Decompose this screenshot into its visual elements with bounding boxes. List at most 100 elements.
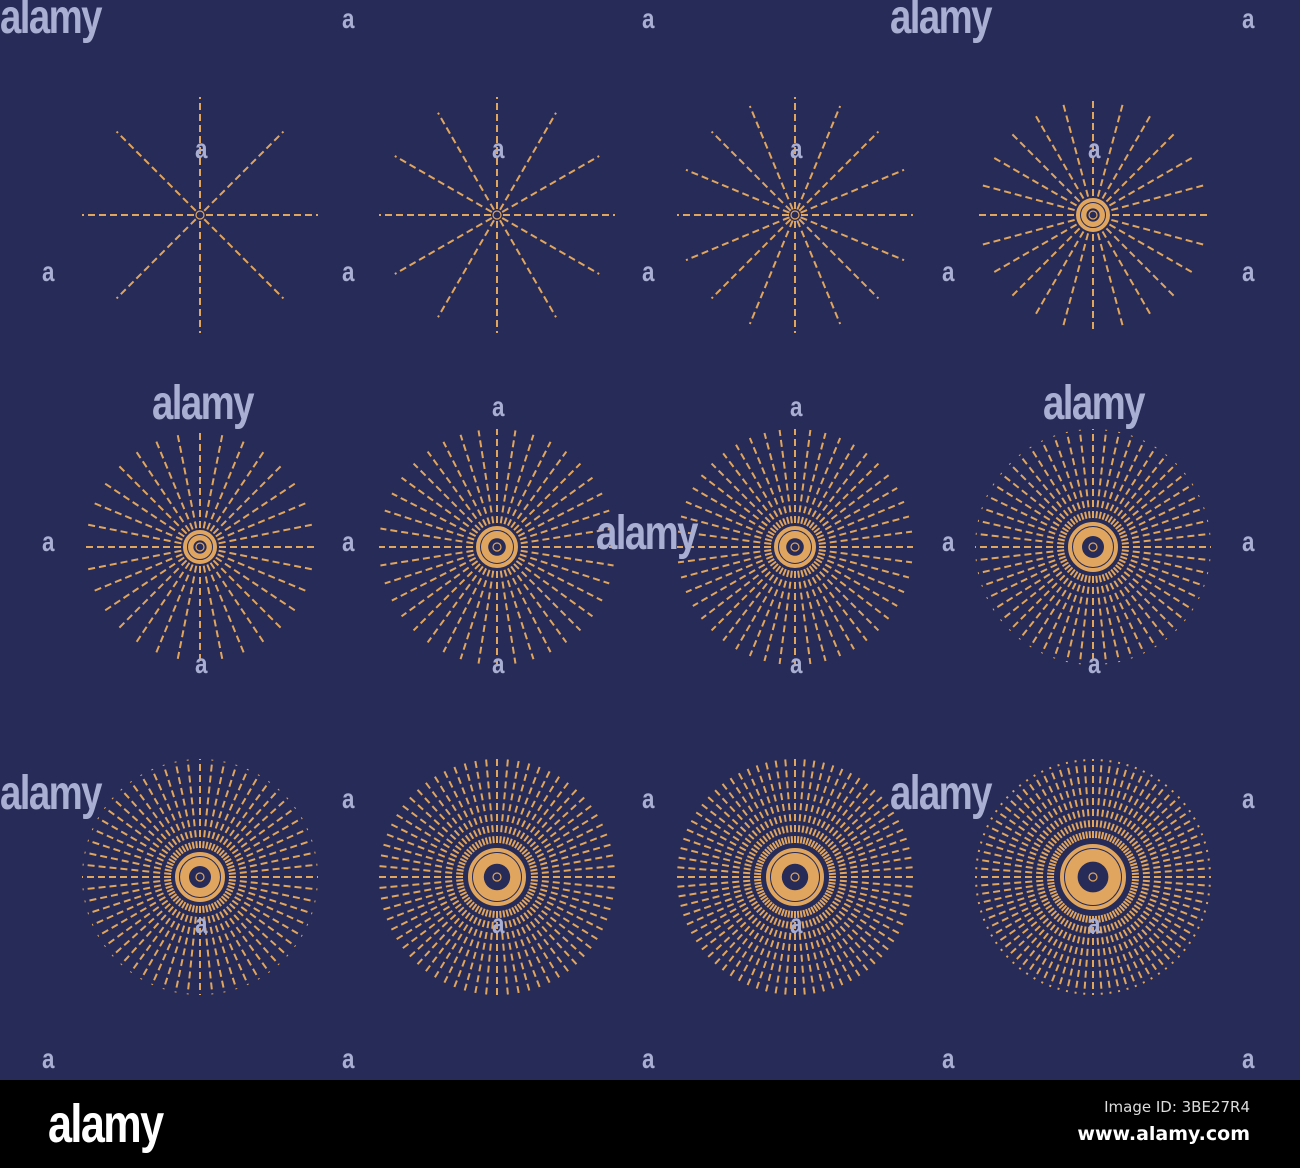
tick-ring bbox=[183, 530, 217, 564]
watermark-logo: alamy bbox=[0, 767, 102, 820]
ray bbox=[222, 893, 297, 948]
ray bbox=[680, 847, 763, 870]
ray bbox=[695, 894, 768, 943]
watermark-letter: a bbox=[790, 133, 802, 164]
center-hole bbox=[488, 538, 506, 556]
ray bbox=[519, 509, 610, 541]
ray bbox=[103, 806, 178, 861]
sunburst bbox=[82, 429, 318, 665]
ray bbox=[810, 772, 853, 848]
ray bbox=[813, 560, 890, 620]
ray bbox=[721, 783, 775, 851]
ray bbox=[1127, 893, 1200, 930]
ray bbox=[802, 909, 825, 992]
ray bbox=[1033, 910, 1075, 980]
ray bbox=[529, 843, 611, 869]
ray bbox=[1117, 483, 1194, 533]
ray bbox=[416, 901, 475, 965]
ray bbox=[1118, 789, 1174, 850]
ray bbox=[499, 430, 517, 524]
ray bbox=[477, 570, 495, 664]
ray bbox=[1040, 440, 1082, 522]
ray bbox=[485, 759, 495, 844]
ray bbox=[815, 487, 898, 536]
ray bbox=[426, 565, 484, 644]
ray bbox=[1000, 564, 1071, 622]
ray bbox=[442, 567, 487, 653]
ray bbox=[203, 130, 285, 212]
ray bbox=[186, 759, 198, 849]
ray bbox=[1101, 574, 1133, 659]
ray bbox=[1122, 900, 1186, 952]
ray bbox=[84, 522, 182, 545]
ray bbox=[1053, 574, 1085, 659]
ray bbox=[499, 112, 557, 211]
ray bbox=[520, 527, 614, 545]
ray bbox=[827, 847, 910, 870]
ray bbox=[818, 530, 913, 545]
ray bbox=[503, 434, 535, 525]
ray bbox=[990, 895, 1060, 937]
ray bbox=[1078, 575, 1091, 665]
ray bbox=[763, 569, 790, 662]
ray bbox=[686, 889, 765, 926]
ray bbox=[808, 565, 868, 642]
ray bbox=[729, 777, 778, 850]
ray bbox=[1111, 218, 1208, 247]
center-hole bbox=[1082, 536, 1104, 558]
ray bbox=[205, 905, 226, 993]
ray bbox=[1111, 183, 1208, 212]
ray bbox=[799, 910, 816, 994]
ray bbox=[1029, 446, 1079, 523]
ray bbox=[477, 430, 495, 524]
ray bbox=[205, 761, 226, 849]
ray bbox=[453, 908, 486, 988]
alamy-logo: alamy bbox=[48, 1094, 164, 1154]
ray bbox=[391, 492, 477, 537]
ray bbox=[379, 879, 464, 889]
ray bbox=[115, 462, 188, 535]
ray bbox=[722, 452, 782, 529]
ray bbox=[383, 843, 465, 869]
sunburst bbox=[975, 429, 1211, 665]
ray bbox=[133, 448, 191, 532]
ray bbox=[140, 774, 187, 853]
ray bbox=[228, 863, 318, 875]
tick-ring bbox=[1076, 198, 1110, 232]
ray bbox=[209, 562, 267, 646]
ray bbox=[1005, 902, 1066, 958]
ray bbox=[1108, 155, 1196, 207]
sunburst bbox=[677, 429, 913, 665]
watermark-letter: a bbox=[790, 908, 802, 939]
ray bbox=[806, 567, 855, 650]
ray bbox=[84, 882, 172, 903]
ray bbox=[1094, 759, 1103, 839]
ray bbox=[224, 890, 303, 937]
ray bbox=[206, 437, 247, 530]
ray bbox=[513, 563, 582, 632]
ray bbox=[499, 219, 557, 318]
watermark-letter: a bbox=[790, 391, 802, 422]
ray bbox=[797, 429, 812, 524]
ray bbox=[459, 569, 491, 660]
watermark-letter: a bbox=[195, 133, 207, 164]
ray bbox=[977, 519, 1065, 542]
sunburst bbox=[975, 97, 1211, 333]
ray bbox=[1040, 770, 1077, 843]
ray bbox=[101, 556, 185, 614]
center-dot bbox=[492, 542, 502, 552]
ray bbox=[994, 898, 1062, 945]
ray bbox=[1008, 462, 1074, 528]
ray bbox=[1112, 566, 1178, 632]
ray bbox=[755, 908, 785, 989]
ray bbox=[796, 759, 806, 844]
tick-ring bbox=[774, 526, 816, 568]
ray bbox=[228, 882, 316, 903]
center-hole bbox=[1077, 861, 1109, 893]
ray bbox=[525, 894, 598, 940]
ray bbox=[797, 570, 812, 665]
ray bbox=[1110, 569, 1168, 640]
ray bbox=[115, 559, 188, 632]
ray bbox=[521, 899, 585, 958]
ray bbox=[765, 762, 788, 845]
